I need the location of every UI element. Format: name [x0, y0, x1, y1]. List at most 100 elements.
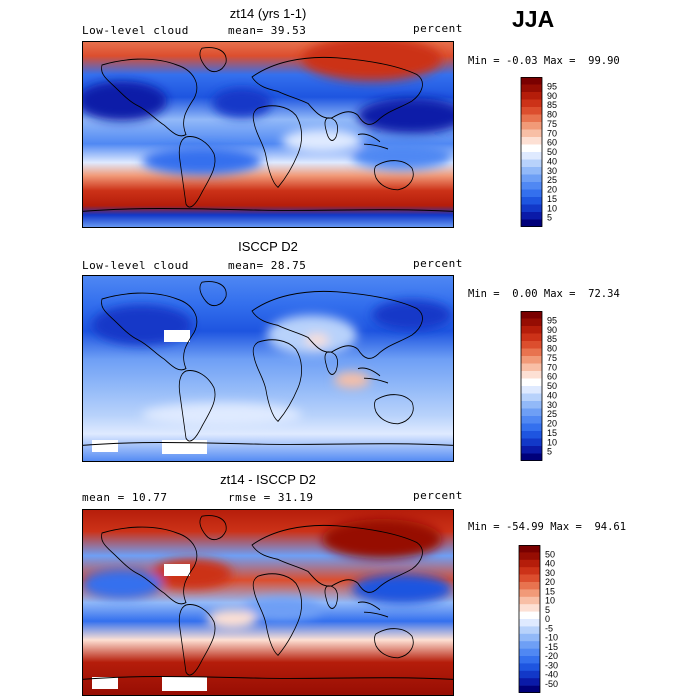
panel-1-map [82, 41, 454, 228]
panel-3-colorbar-label: -30 [545, 660, 558, 670]
panel-3-colorbar-label: 15 [545, 586, 555, 596]
panel-1-colorbar-label: 85 [547, 100, 557, 110]
panel-2-colorbar-swatch [521, 408, 542, 417]
panel-2-colorbar-swatch [521, 393, 542, 402]
panel-2-missing-data [162, 440, 207, 454]
panel-1-colorbar-label: 50 [547, 147, 557, 157]
panel-1-blob [142, 147, 262, 175]
panel-2-colorbar-swatch [521, 401, 542, 409]
panel-1-colorbar-label: 5 [547, 213, 552, 223]
panel-2-colorbar-swatch [521, 416, 542, 424]
panel-2-colorbar-swatch [521, 386, 542, 394]
panel-1-colorbar-swatch [521, 167, 542, 175]
panel-2-colorbar-label: 25 [547, 409, 557, 419]
panel-2-map [82, 275, 454, 462]
panel-3-colorbar-label: 10 [545, 596, 555, 606]
panel-3-missing-data [92, 677, 118, 689]
panel-1-colorbar-swatch [521, 219, 542, 227]
panel-2-colorbar-swatch [521, 453, 542, 461]
panel-3-rmse: rmse = 31.19 [228, 491, 314, 504]
panel-2-map-frame [82, 275, 454, 462]
panel-3-max-value: 94.61 [594, 521, 627, 533]
panel-1-units: percent [413, 22, 463, 35]
panel-3-title: zt14 - ISCCP D2 [220, 472, 316, 487]
panel-1-colorbar-swatch [521, 99, 542, 108]
panel-1-blob [302, 41, 442, 81]
panel-1-colorbar-label: 70 [547, 128, 557, 138]
panel-3-colorbar-label: 20 [545, 577, 555, 587]
panel-2-colorbar-label: 60 [547, 372, 557, 382]
panel-1-colorbar-label: 60 [547, 138, 557, 148]
panel-3-map-frame [82, 509, 454, 696]
panel-3-mean-value: 10.77 [131, 491, 168, 504]
panel-1-colorbar-swatch [521, 77, 542, 85]
panel-3-mean: mean = 10.77 [82, 491, 168, 504]
panel-2-colorbar-label: 40 [547, 390, 557, 400]
panel-3-colorbar-label: 5 [545, 605, 550, 615]
panel-1-colorbar-swatch [521, 189, 542, 198]
panel-1-colorbar-swatch [521, 159, 542, 168]
panel-2-min-value: 0.00 [512, 288, 538, 300]
panel-1-mean-label: mean= [228, 24, 264, 37]
panel-1-colorbar-label: 30 [547, 166, 557, 176]
panel-1-blob [282, 129, 362, 153]
panel-1-minmax: Min = -0.03 Max = 99.90 [468, 55, 620, 67]
panel-1-max-label: Max = [543, 55, 576, 67]
panel-1-mean: mean= 39.53 [228, 24, 306, 37]
panel-2-colorbar-swatch [521, 318, 542, 327]
panel-2-blob [334, 372, 370, 388]
panel-1-colorbar-swatch [521, 197, 542, 205]
panel-1-colorbar-label: 25 [547, 175, 557, 185]
panel-3-missing-data [162, 677, 207, 691]
panel-2-colorbar-label: 5 [547, 447, 552, 457]
panel-1-colorbar-label: 90 [547, 91, 557, 101]
panel-2-colorbar-swatch [521, 311, 542, 319]
panel-2-missing-data [164, 330, 190, 342]
panel-3-colorbar-swatch [519, 641, 540, 649]
panel-2-blob [372, 300, 452, 330]
panel-3-rmse-value: 31.19 [277, 491, 314, 504]
season-label: JJA [512, 6, 555, 32]
panel-1-colorbar-label: 15 [547, 194, 557, 204]
panel-2-colorbar-label: 30 [547, 400, 557, 410]
panel-2-colorbar-swatch [521, 438, 542, 447]
panel-3-colorbar-swatch [519, 656, 540, 664]
panel-1-colorbar-swatch [521, 84, 542, 93]
panel-2-units: percent [413, 257, 463, 270]
panel-1-colorbar-label: 10 [547, 203, 557, 213]
panel-2-mean: mean= 28.75 [228, 259, 306, 272]
panel-1-map-blobs [82, 41, 454, 175]
panel-3-rmse-label: rmse = [228, 491, 271, 504]
panel-3-missing-data [164, 564, 190, 576]
panel-2-colorbar-swatch [521, 446, 542, 454]
panel-3-colorbar-label: -5 [545, 623, 553, 633]
panel-3-colorbar-label: -15 [545, 642, 558, 652]
panel-3-colorbar-swatch [519, 567, 540, 575]
panel-2-colorbar-label: 50 [547, 381, 557, 391]
panel-2-colorbar-label: 10 [547, 437, 557, 447]
panel-3-colorbar-swatch [519, 582, 540, 590]
panel-1-colorbar-label: 40 [547, 156, 557, 166]
panel-2-colorbar-frame [520, 311, 543, 461]
panel-3-blob [82, 569, 162, 599]
panel-3-units: percent [413, 489, 463, 502]
panel-2-colorbar-swatch [521, 348, 542, 357]
panel-2-colorbar-label: 85 [547, 334, 557, 344]
panel-2-max-label: Max = [543, 288, 576, 300]
panel-2-colorbar-swatch [521, 431, 542, 439]
panel-2-mean-label: mean= [228, 259, 264, 272]
panel-2-colorbar-swatch [521, 363, 542, 372]
panel-3-colorbar-swatch [519, 663, 540, 672]
panel-3-min-value: -54.99 [505, 521, 544, 533]
panel-3-colorbar-label: 40 [545, 559, 555, 569]
panel-2-colorbar-swatch [521, 423, 542, 432]
panel-1-colorbar-swatch [521, 114, 542, 123]
panel-1-colorbar-frame [520, 77, 543, 227]
panel-3-mean-label: mean = [82, 491, 125, 504]
panel-1-min-value: -0.03 [505, 55, 538, 67]
panel-1-colorbar-swatch [521, 212, 542, 220]
panel-3-colorbar-label: 50 [545, 549, 555, 559]
panel-1-blob [212, 88, 272, 118]
